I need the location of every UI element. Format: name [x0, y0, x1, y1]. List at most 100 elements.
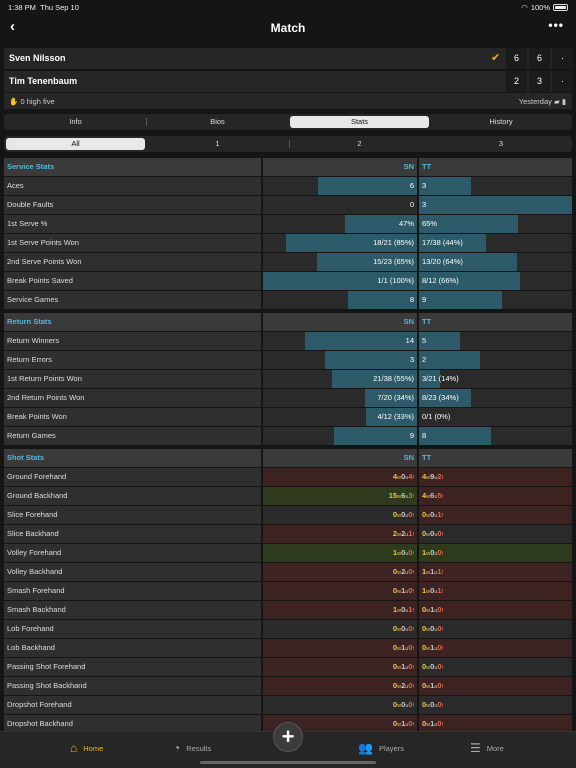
shot-type-suffix: u — [405, 551, 409, 557]
player-b-bar — [419, 215, 519, 233]
stat-label: Return Winners — [4, 332, 261, 350]
player-a-shots: 0w0u0f — [263, 620, 417, 638]
shot-type-suffix: w — [397, 475, 402, 481]
player-b-value: 8 — [422, 431, 427, 440]
shot-count: 0 — [408, 567, 413, 576]
set-2[interactable]: 2 — [357, 139, 362, 148]
player-b-bar — [419, 332, 461, 350]
player-a-bar — [364, 389, 417, 407]
shot-type-suffix: u — [434, 475, 438, 481]
stat-label: Return Games — [4, 427, 261, 445]
shot-count: 2 — [401, 567, 406, 576]
shot-type-suffix: w — [426, 722, 431, 728]
player-a-shots-value: 0w1u0f — [393, 582, 414, 600]
shot-count: 0 — [422, 624, 427, 633]
shot-count: 0 — [401, 472, 406, 481]
player-b-cell: 65% — [419, 215, 572, 233]
player-a-shots-value: 0w1u0f — [393, 715, 414, 733]
tab-results[interactable]: ◔ Results — [173, 741, 212, 755]
player-a-shots: 0w2u0f — [263, 563, 417, 581]
match-info-bar: ✋ 0 high five Yesterday ▰ ▮ — [4, 93, 572, 109]
stat-row: Return Winners 14 5 — [4, 332, 572, 351]
player-b-initials: TT — [422, 453, 432, 462]
tab-home[interactable]: ⌂ Home — [70, 741, 104, 755]
tab-info[interactable]: Info — [69, 117, 82, 126]
player-b-cell: 17/38 (44%) — [419, 234, 572, 252]
player-a-value: 21/38 (55%) — [373, 374, 414, 383]
player-b-value: 17/38 (44%) — [422, 238, 463, 247]
player-a-shots: 0w1u0f — [263, 639, 417, 657]
player-a-cell: 1/1 (100%) — [263, 272, 417, 290]
player-a-cell: 7/20 (34%) — [263, 389, 417, 407]
shot-count: 0 — [392, 662, 398, 671]
status-right: ◠ 100% — [521, 3, 568, 12]
tab-players[interactable]: 👥 Players — [358, 741, 404, 755]
shot-type-suffix: u — [405, 608, 409, 614]
player-a-cell: 9 — [263, 427, 417, 445]
shot-count: 0 — [408, 719, 413, 728]
shot-count: 0 — [437, 605, 442, 614]
player-a-shots: 0w0u0f — [263, 696, 417, 714]
shot-type-suffix: f — [441, 513, 444, 519]
section-title: Shot Stats — [4, 449, 261, 467]
shot-type-suffix: f — [441, 684, 444, 690]
shot-count: 4 — [392, 472, 398, 481]
chart-icon[interactable]: ▮ — [561, 97, 566, 106]
player-b-cell: 3/21 (14%) — [419, 370, 572, 388]
shot-row: Slice Forehand 0w0u0f 0w0u1f — [4, 506, 572, 525]
home-icon: ⌂ — [70, 741, 78, 755]
shot-type-suffix: u — [405, 665, 409, 671]
player-b-shots: 0w0u0f — [419, 696, 572, 714]
player-a-value: 47% — [398, 219, 414, 228]
tab-bios[interactable]: Bios — [210, 117, 225, 126]
set-3[interactable]: 3 — [498, 139, 504, 148]
shot-label: Slice Forehand — [4, 506, 261, 524]
stat-row: 2nd Serve Points Won 15/23 (65%) 13/20 (64… — [4, 253, 572, 272]
player-a-bar — [316, 253, 417, 271]
shot-count: 15 — [388, 491, 398, 500]
shot-type-suffix: f — [441, 589, 444, 595]
shot-count: 0 — [430, 700, 435, 709]
player-b-shots: 4w9u2f — [419, 468, 572, 486]
player-a-shots-value: 2w2u1f — [393, 525, 414, 543]
shot-type-suffix: f — [412, 684, 414, 690]
shot-type-suffix: f — [412, 532, 414, 538]
player-b-bar — [419, 253, 517, 271]
player-b-initials: TT — [422, 162, 432, 171]
shot-count: 0 — [422, 510, 427, 519]
player-b-value: 65% — [422, 219, 438, 228]
shot-type-suffix: f — [441, 646, 444, 652]
shot-count: 0 — [437, 643, 442, 652]
set-1[interactable]: 1 — [215, 139, 220, 148]
player-a-shots-value: 15w6u3f — [389, 487, 414, 505]
tab-history[interactable]: History — [489, 117, 513, 126]
divider — [146, 118, 147, 126]
shot-count: 0 — [392, 586, 398, 595]
player-b-column: TT — [419, 158, 572, 176]
hand-icon: ✋ — [9, 97, 19, 106]
shot-count: 0 — [392, 681, 398, 690]
set-score: · — [552, 48, 573, 69]
player-a-cell: 21/38 (55%) — [263, 370, 417, 388]
set-score: 6 — [506, 48, 527, 69]
shot-row: Passing Shot Forehand 0w1u0f 0w0u0f — [4, 658, 572, 677]
player-a-bar — [318, 177, 417, 195]
tab-stats[interactable]: Stats — [290, 116, 429, 128]
wifi-icon: ◠ — [521, 3, 528, 12]
video-icon[interactable]: ▰ — [553, 97, 560, 106]
shot-count: 0 — [408, 681, 413, 690]
add-match-button[interactable]: + — [273, 722, 303, 752]
set-all[interactable]: All — [6, 138, 145, 150]
section-title: Service Stats — [4, 158, 261, 176]
shot-type-suffix: u — [405, 589, 409, 595]
tab-more[interactable]: ☰ More — [470, 741, 504, 755]
shot-count: 0 — [430, 510, 435, 519]
high-five-button[interactable]: ✋ 0 high five — [9, 97, 55, 106]
player-b-value: 5 — [422, 336, 427, 345]
shot-count: 0 — [422, 719, 427, 728]
shot-type-suffix: w — [426, 608, 431, 614]
shot-type-suffix: u — [405, 627, 409, 633]
more-options-icon[interactable]: ••• — [548, 18, 564, 32]
stat-label: Break Points Won — [4, 408, 261, 426]
back-chevron-icon[interactable]: ‹ — [10, 18, 15, 35]
